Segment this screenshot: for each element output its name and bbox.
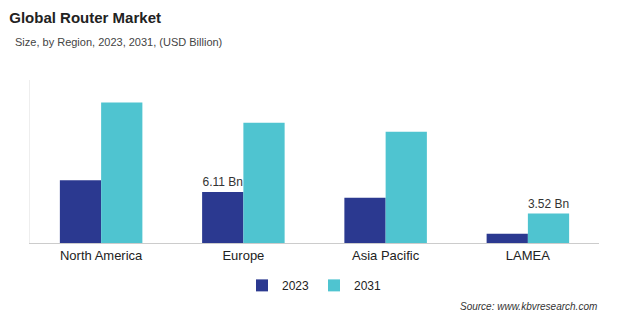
svg-text:Global Router Market: Global Router Market <box>9 9 161 26</box>
svg-text:Asia Pacific: Asia Pacific <box>352 248 420 263</box>
svg-text:2031: 2031 <box>354 279 381 293</box>
svg-text:North America: North America <box>60 248 143 263</box>
svg-text:Size, by Region, 2023, 2031, (: Size, by Region, 2023, 2031, (USD Billio… <box>15 36 222 48</box>
svg-text:LAMEA: LAMEA <box>506 248 550 263</box>
svg-text:Source: www.kbvresearch.com: Source: www.kbvresearch.com <box>460 301 597 312</box>
svg-text:Europe: Europe <box>222 248 264 263</box>
svg-text:6.11 Bn: 6.11 Bn <box>203 175 243 189</box>
svg-text:3.52 Bn: 3.52 Bn <box>528 197 569 211</box>
svg-text:2023: 2023 <box>282 279 309 293</box>
